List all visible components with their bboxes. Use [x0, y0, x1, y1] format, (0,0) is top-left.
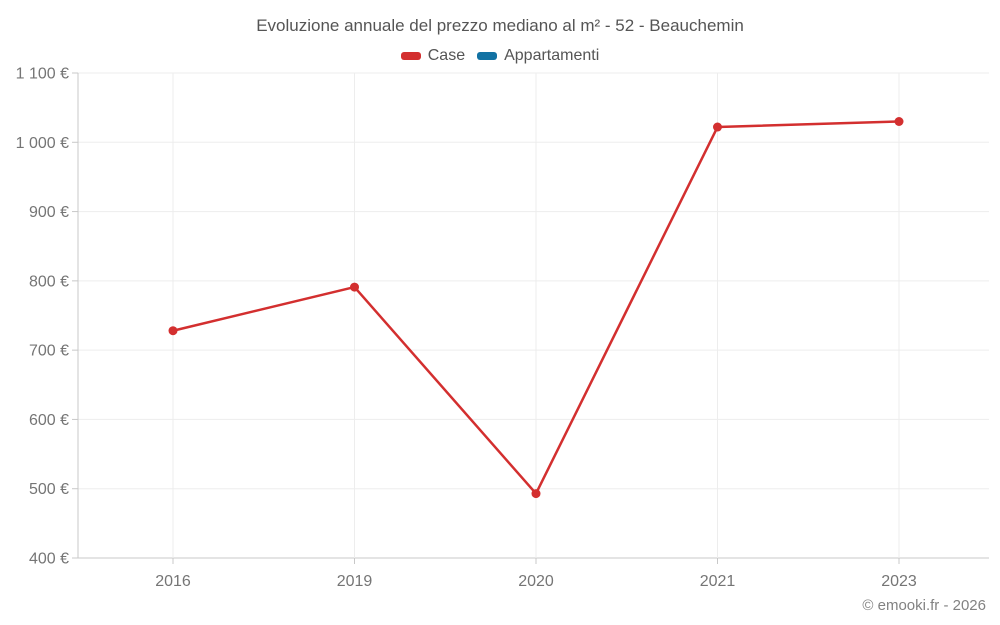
data-point-2016	[168, 326, 178, 336]
data-point-2021	[713, 122, 722, 132]
x-tick-label: 2023	[881, 573, 917, 590]
legend-swatch-appartamenti	[477, 52, 498, 60]
x-tick-label: 2016	[155, 573, 191, 590]
x-tick-label: 2021	[700, 573, 736, 590]
legend-item-case[interactable]: Case	[400, 47, 466, 65]
y-tick-label: 1 100 €	[16, 66, 69, 83]
legend-item-appartamenti[interactable]: Appartamenti	[477, 47, 599, 65]
y-tick-label: 900 €	[29, 204, 69, 221]
legend-swatch-case	[400, 52, 421, 60]
copyright-text: © emooki.fr - 2026	[862, 597, 986, 614]
chart-title: Evoluzione annuale del prezzo mediano al…	[256, 16, 744, 35]
y-tick-label: 600 €	[29, 412, 69, 429]
y-tick-label: 700 €	[29, 343, 69, 360]
y-tick-label: 800 €	[29, 273, 69, 290]
y-tick-label: 500 €	[29, 481, 69, 498]
legend-label: Appartamenti	[504, 47, 600, 64]
y-tick-label: 400 €	[29, 551, 69, 568]
data-point-2020	[531, 489, 541, 499]
x-tick-label: 2019	[337, 573, 373, 590]
data-point-2019	[350, 282, 359, 292]
x-tick-label: 2020	[518, 573, 554, 590]
legend: Case Appartamenti	[0, 47, 1000, 65]
legend-label: Case	[427, 47, 466, 64]
data-point-2023	[894, 117, 904, 126]
y-tick-label: 1 000 €	[16, 135, 69, 152]
